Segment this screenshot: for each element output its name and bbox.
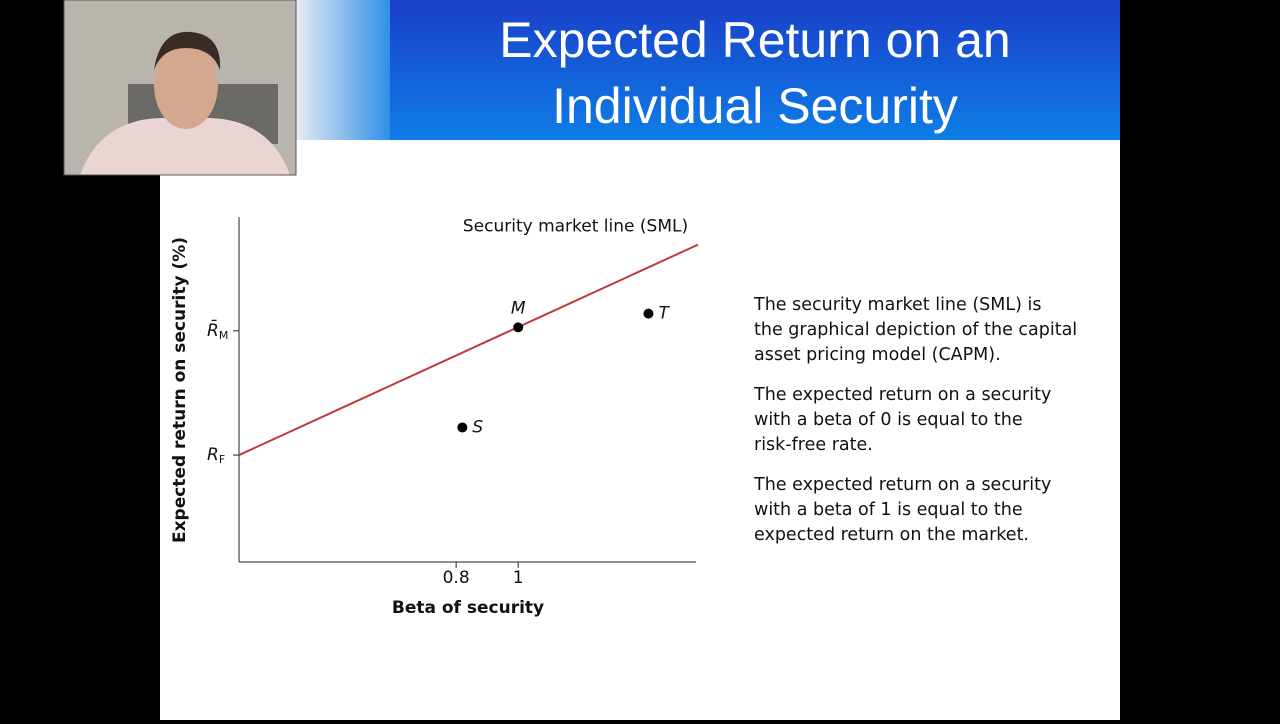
note-line: The expected return on a security: [753, 475, 1051, 495]
x-tick-label: 1: [513, 568, 524, 588]
webcam-frame: [63, 0, 297, 176]
note-line: with a beta of 1 is equal to the: [754, 500, 1023, 520]
y-axis-label: Expected return on security (%): [170, 237, 190, 543]
y-tick-label-main: R̄: [207, 319, 219, 341]
y-tick-label: R̄M: [207, 319, 228, 342]
y-tick-label-sub: F: [219, 453, 225, 466]
webcam: [63, 0, 297, 176]
title-banner: [390, 0, 1120, 140]
slide-title: Individual Security: [552, 78, 958, 134]
point: [457, 422, 468, 433]
webcam-head: [154, 41, 218, 129]
point-label: M: [511, 298, 526, 318]
note-line: the graphical depiction of the capital: [754, 320, 1077, 340]
chart: Beta of security Expected return on secu…: [170, 217, 699, 618]
point-label: T: [658, 304, 670, 324]
y-tick-label-sub: M: [219, 329, 229, 342]
note-line: The expected return on a security: [753, 385, 1051, 405]
note-line: risk-free rate.: [754, 435, 873, 455]
line-label: Security market line (SML): [463, 217, 688, 237]
point-label: S: [472, 417, 483, 437]
note-line: with a beta of 0 is equal to the: [754, 410, 1023, 430]
point: [643, 308, 654, 319]
x-axis-label: Beta of security: [392, 598, 544, 618]
slide-title: Expected Return on an: [499, 12, 1010, 68]
sml-line: [238, 243, 699, 456]
y-tick-label-main: R: [207, 445, 219, 465]
point: [513, 322, 524, 333]
webcam-person: [80, 118, 290, 175]
webcam-hair: [154, 31, 221, 70]
note-line: The security market line (SML) is: [753, 295, 1042, 315]
x-tick-label: 0.8: [443, 568, 470, 588]
y-tick-label: RF: [207, 445, 225, 466]
note-line: expected return on the market.: [754, 525, 1029, 545]
banner-image: [296, 0, 390, 140]
notes: The security market line (SML) is the gra…: [753, 295, 1077, 545]
note-line: asset pricing model (CAPM).: [754, 345, 1001, 365]
